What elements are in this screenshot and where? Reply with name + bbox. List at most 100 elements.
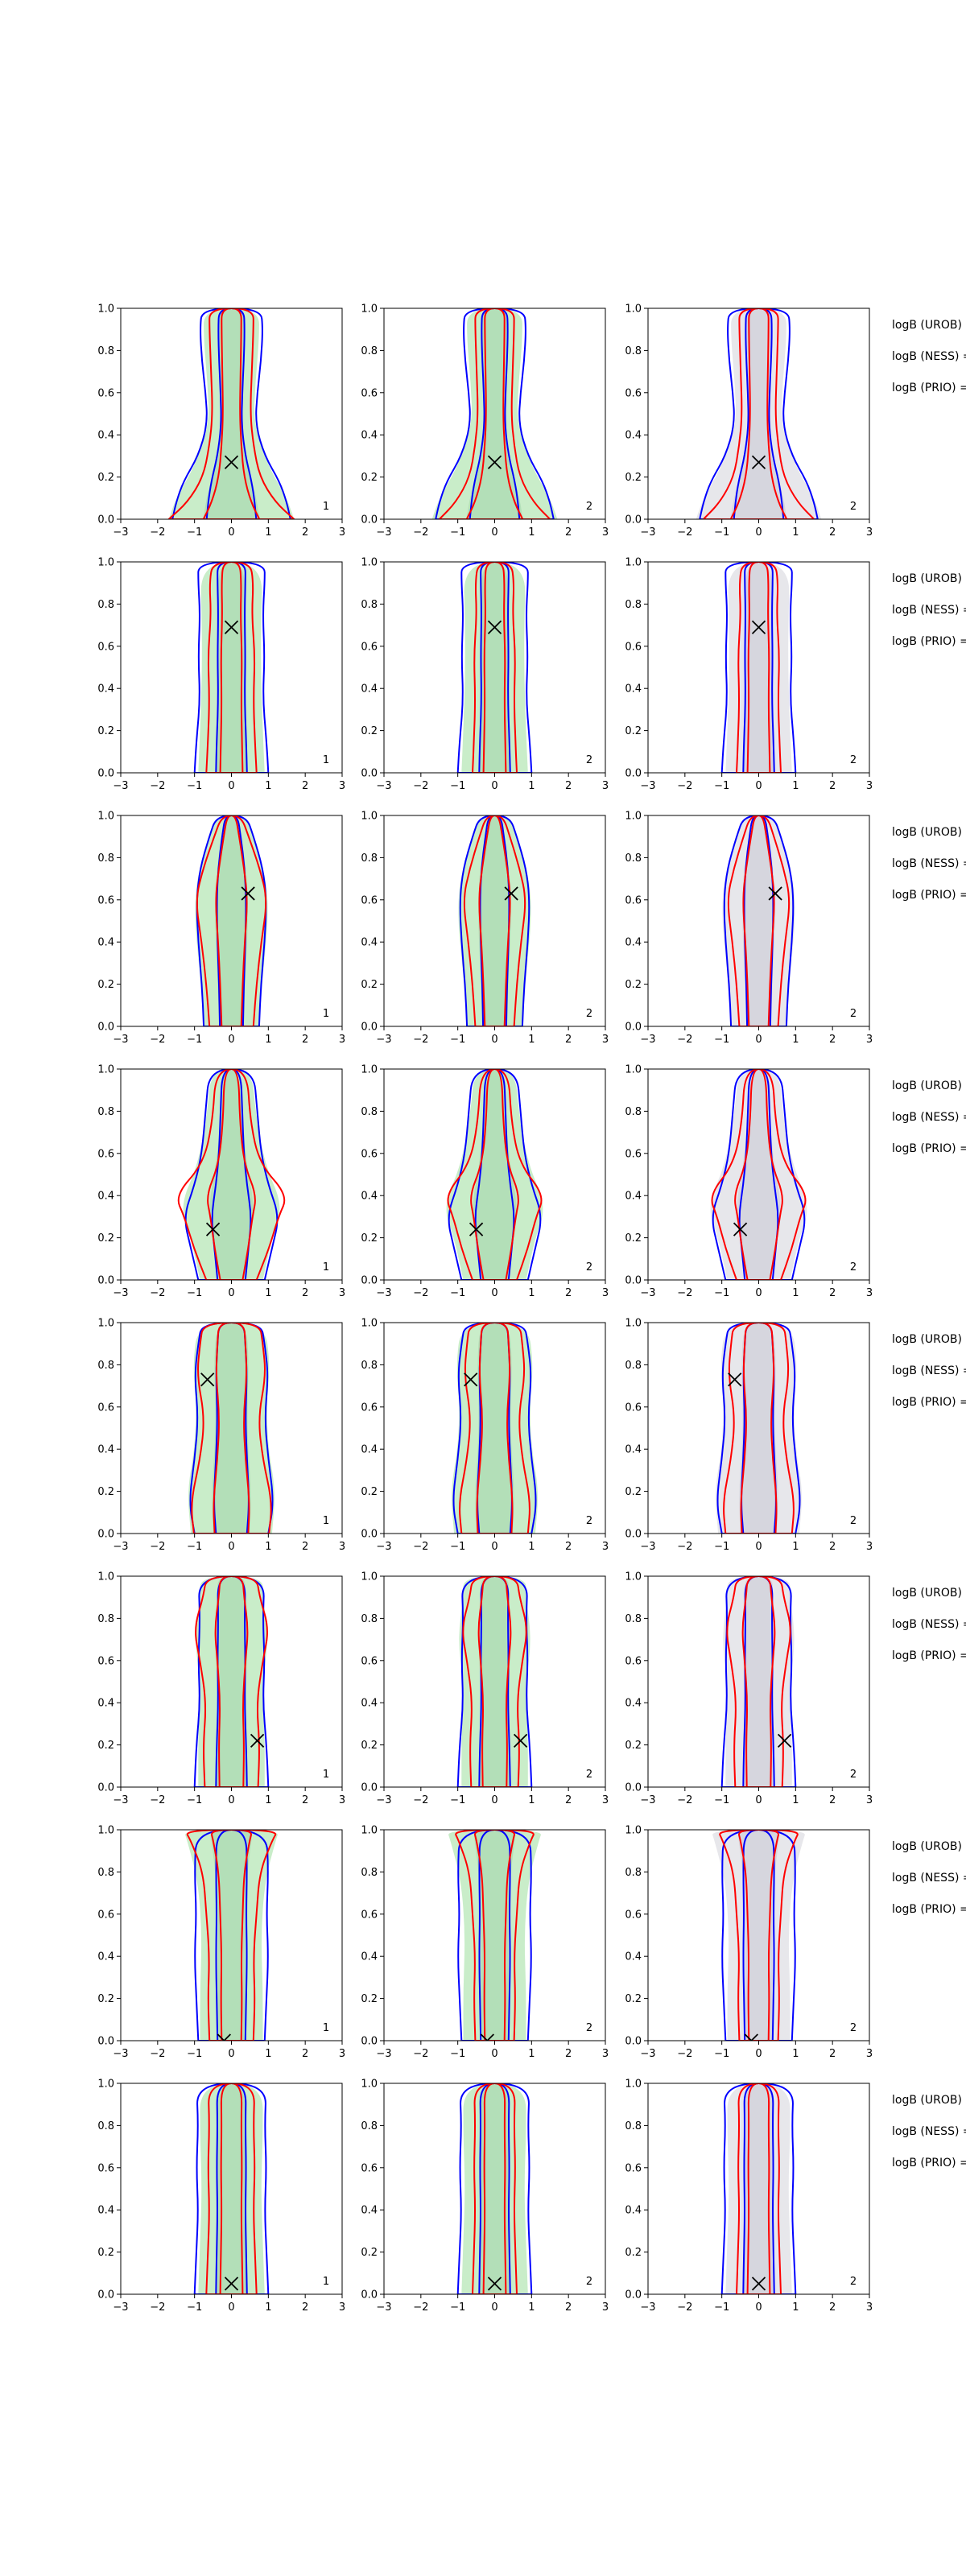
x-tick-label: 3 — [866, 2048, 873, 2060]
contour-red-inner — [742, 815, 775, 1026]
x-tick-label: 1 — [528, 1541, 535, 1553]
y-tick-label: 1.0 — [625, 811, 642, 823]
contour-red-inner — [465, 308, 524, 519]
x-tick-label: 0 — [755, 2301, 762, 2314]
x-tick-label: 1 — [792, 1541, 799, 1553]
panel-number: 1 — [323, 1769, 329, 1781]
x-tick-label: −1 — [450, 1794, 465, 1806]
panel-number: 1 — [323, 2276, 329, 2288]
x-tick-label: −2 — [413, 2301, 428, 2314]
x-tick-label: −3 — [376, 1034, 391, 1046]
panel-number: 2 — [586, 2276, 592, 2288]
x-tick-label: 1 — [528, 1034, 535, 1046]
density-fill-inner — [478, 815, 511, 1026]
contour-blue-inner — [205, 308, 258, 519]
subplot-grid: −3 −2 −1 0 1 2 3 0.0 0.2 0.4 0.6 0.8 1.0 1 −3 −2 −1 0 1 2 3 0… — [97, 303, 873, 2314]
y-tick-label: 1.0 — [625, 557, 642, 569]
x-tick-label: 3 — [866, 2301, 873, 2314]
y-tick-label: 0.0 — [361, 514, 378, 526]
x-tick-label: 2 — [565, 2048, 572, 2060]
x-tick-label: −2 — [150, 1794, 165, 1806]
x-tick-label: 0 — [755, 526, 762, 539]
y-tick-label: 1.0 — [97, 1571, 114, 1583]
x-tick-label: 2 — [302, 1034, 308, 1046]
row-note: logB (UROB) = — [892, 1587, 966, 1600]
x-tick-label: 2 — [829, 526, 836, 539]
y-tick-label: 0.4 — [97, 430, 114, 442]
x-tick-label: −1 — [187, 1794, 202, 1806]
panel-number: 2 — [586, 1769, 592, 1781]
y-tick-label: 0.6 — [97, 1402, 114, 1414]
y-tick-label: 0.2 — [97, 1232, 114, 1245]
contour-red-outer — [455, 1830, 535, 2041]
y-tick-label: 0.8 — [361, 2120, 378, 2132]
panel-number: 1 — [323, 1008, 329, 1020]
contour-blue-outer — [720, 1576, 797, 1787]
y-tick-label: 0.6 — [625, 387, 642, 399]
y-tick-label: 0.6 — [97, 1655, 114, 1667]
y-tick-label: 0.4 — [625, 430, 642, 442]
contour-blue-outer — [720, 562, 797, 773]
contour-red-outer — [471, 562, 518, 773]
contour-red-inner — [482, 2083, 507, 2294]
x-tick-label: −3 — [640, 1794, 655, 1806]
x-tick-label: −3 — [113, 2301, 128, 2314]
x-tick-label: −2 — [150, 1287, 165, 1299]
row-note: logB (UROB) = — [892, 2094, 966, 2107]
subplot-r3-c1: −3 −2 −1 0 1 2 3 0.0 0.2 0.4 0.6 0.8 1.0 1 — [97, 811, 345, 1046]
y-tick-label: 0.4 — [361, 430, 378, 442]
subplot-r4-c1: −3 −2 −1 0 1 2 3 0.0 0.2 0.4 0.6 0.8 1.0 1 — [97, 1064, 345, 1300]
x-tick-label: 2 — [302, 1541, 308, 1553]
subplot-r2-c3: −3 −2 −1 0 1 2 3 0.0 0.2 0.4 0.6 0.8 1.0 2 — [625, 557, 873, 793]
x-tick-label: 2 — [302, 2301, 308, 2314]
y-tick-label: 0.4 — [361, 2205, 378, 2217]
panel-number: 2 — [586, 501, 592, 513]
contour-red-outer — [726, 1576, 791, 1787]
contour-blue-outer — [720, 2083, 797, 2294]
x-tick-label: 0 — [491, 1034, 497, 1046]
panel-number: 2 — [586, 1008, 592, 1020]
y-tick-label: 0.2 — [625, 1486, 642, 1498]
true-value-marker — [768, 886, 782, 901]
x-tick-label: −3 — [113, 1794, 128, 1806]
y-tick-label: 0.2 — [361, 1486, 378, 1498]
x-tick-label: 2 — [829, 780, 836, 792]
contour-red-outer — [447, 1069, 543, 1280]
y-tick-label: 0.0 — [625, 1022, 642, 1034]
true-value-marker — [487, 455, 502, 469]
x-tick-label: 1 — [528, 1794, 535, 1806]
x-tick-label: −2 — [413, 1287, 428, 1299]
y-tick-label: 1.0 — [97, 303, 114, 316]
y-tick-label: 0.6 — [97, 1148, 114, 1160]
x-tick-label: −3 — [113, 2048, 128, 2060]
row-note: logB (UROB) = — [892, 572, 966, 585]
row-note: logB (PRIO) = — [892, 1649, 966, 1662]
x-tick-label: 3 — [866, 1794, 873, 1806]
true-value-marker — [751, 455, 766, 469]
x-tick-label: −2 — [677, 780, 692, 792]
x-tick-label: −2 — [413, 1541, 428, 1553]
y-tick-label: 1.0 — [97, 1825, 114, 1837]
x-tick-label: 1 — [265, 1541, 271, 1553]
contour-red-outer — [463, 815, 526, 1026]
x-tick-label: 0 — [755, 780, 762, 792]
true-value-marker — [250, 1733, 265, 1748]
y-tick-label: 0.0 — [625, 514, 642, 526]
x-tick-label: 3 — [339, 1794, 345, 1806]
x-tick-label: 2 — [302, 1794, 308, 1806]
y-tick-label: 0.4 — [97, 683, 114, 696]
y-tick-label: 0.8 — [625, 2120, 642, 2132]
y-tick-label: 0.2 — [97, 472, 114, 484]
true-value-marker — [224, 2277, 239, 2291]
y-tick-label: 1.0 — [97, 557, 114, 569]
y-tick-label: 1.0 — [97, 1318, 114, 1330]
contour-blue-outer — [459, 815, 530, 1026]
x-tick-label: 1 — [792, 780, 799, 792]
density-fill-inner — [203, 308, 260, 519]
y-tick-label: 0.4 — [625, 683, 642, 696]
row-note: logB (PRIO) = — [892, 2157, 966, 2169]
panel-number: 2 — [850, 1515, 857, 1527]
contour-red-outer — [195, 1576, 268, 1787]
subplot-r4-c2: −3 −2 −1 0 1 2 3 0.0 0.2 0.4 0.6 0.8 1.0 2 — [361, 1064, 609, 1300]
row-note: logB (PRIO) = — [892, 382, 966, 394]
